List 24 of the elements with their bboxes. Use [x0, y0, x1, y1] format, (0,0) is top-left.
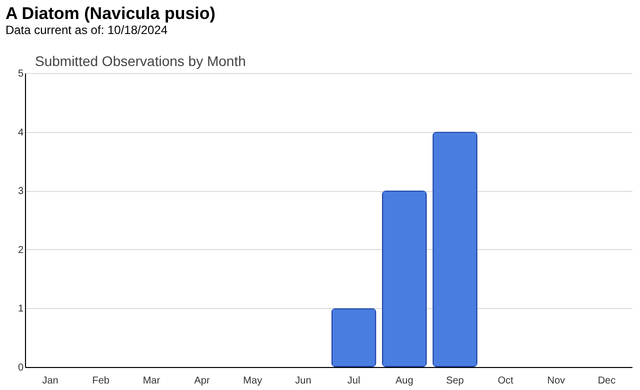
x-tick-label: Dec [598, 376, 616, 386]
chart-subtitle: Data current as of: 10/18/2024 [5, 23, 168, 37]
x-tick-label: Sep [446, 376, 464, 386]
x-tick-label: Mar [142, 376, 161, 386]
x-tick-label: Apr [194, 376, 210, 386]
x-tick-label: Jul [347, 376, 360, 386]
x-tick-label: Jan [42, 376, 58, 386]
chart-title: A Diatom (Navicula pusio) [5, 4, 216, 23]
x-tick-label: Aug [395, 376, 414, 386]
y-tick-label: 5 [18, 68, 24, 80]
x-tick-label: Jun [295, 376, 312, 386]
y-tick-label: 2 [18, 244, 24, 256]
x-tick-label: Feb [92, 376, 110, 386]
bar [331, 308, 376, 367]
bar [382, 190, 427, 367]
y-tick-label: 0 [18, 362, 24, 374]
y-tick-label: 1 [18, 304, 24, 315]
x-tick-label: Oct [498, 376, 514, 386]
x-tick-label: Nov [547, 376, 566, 386]
text: Submitted Observations by Month [35, 53, 246, 69]
y-tick-label: 4 [18, 127, 24, 138]
y-tick-label: 3 [18, 186, 24, 198]
x-tick-label: May [243, 376, 262, 386]
bar [432, 132, 478, 367]
